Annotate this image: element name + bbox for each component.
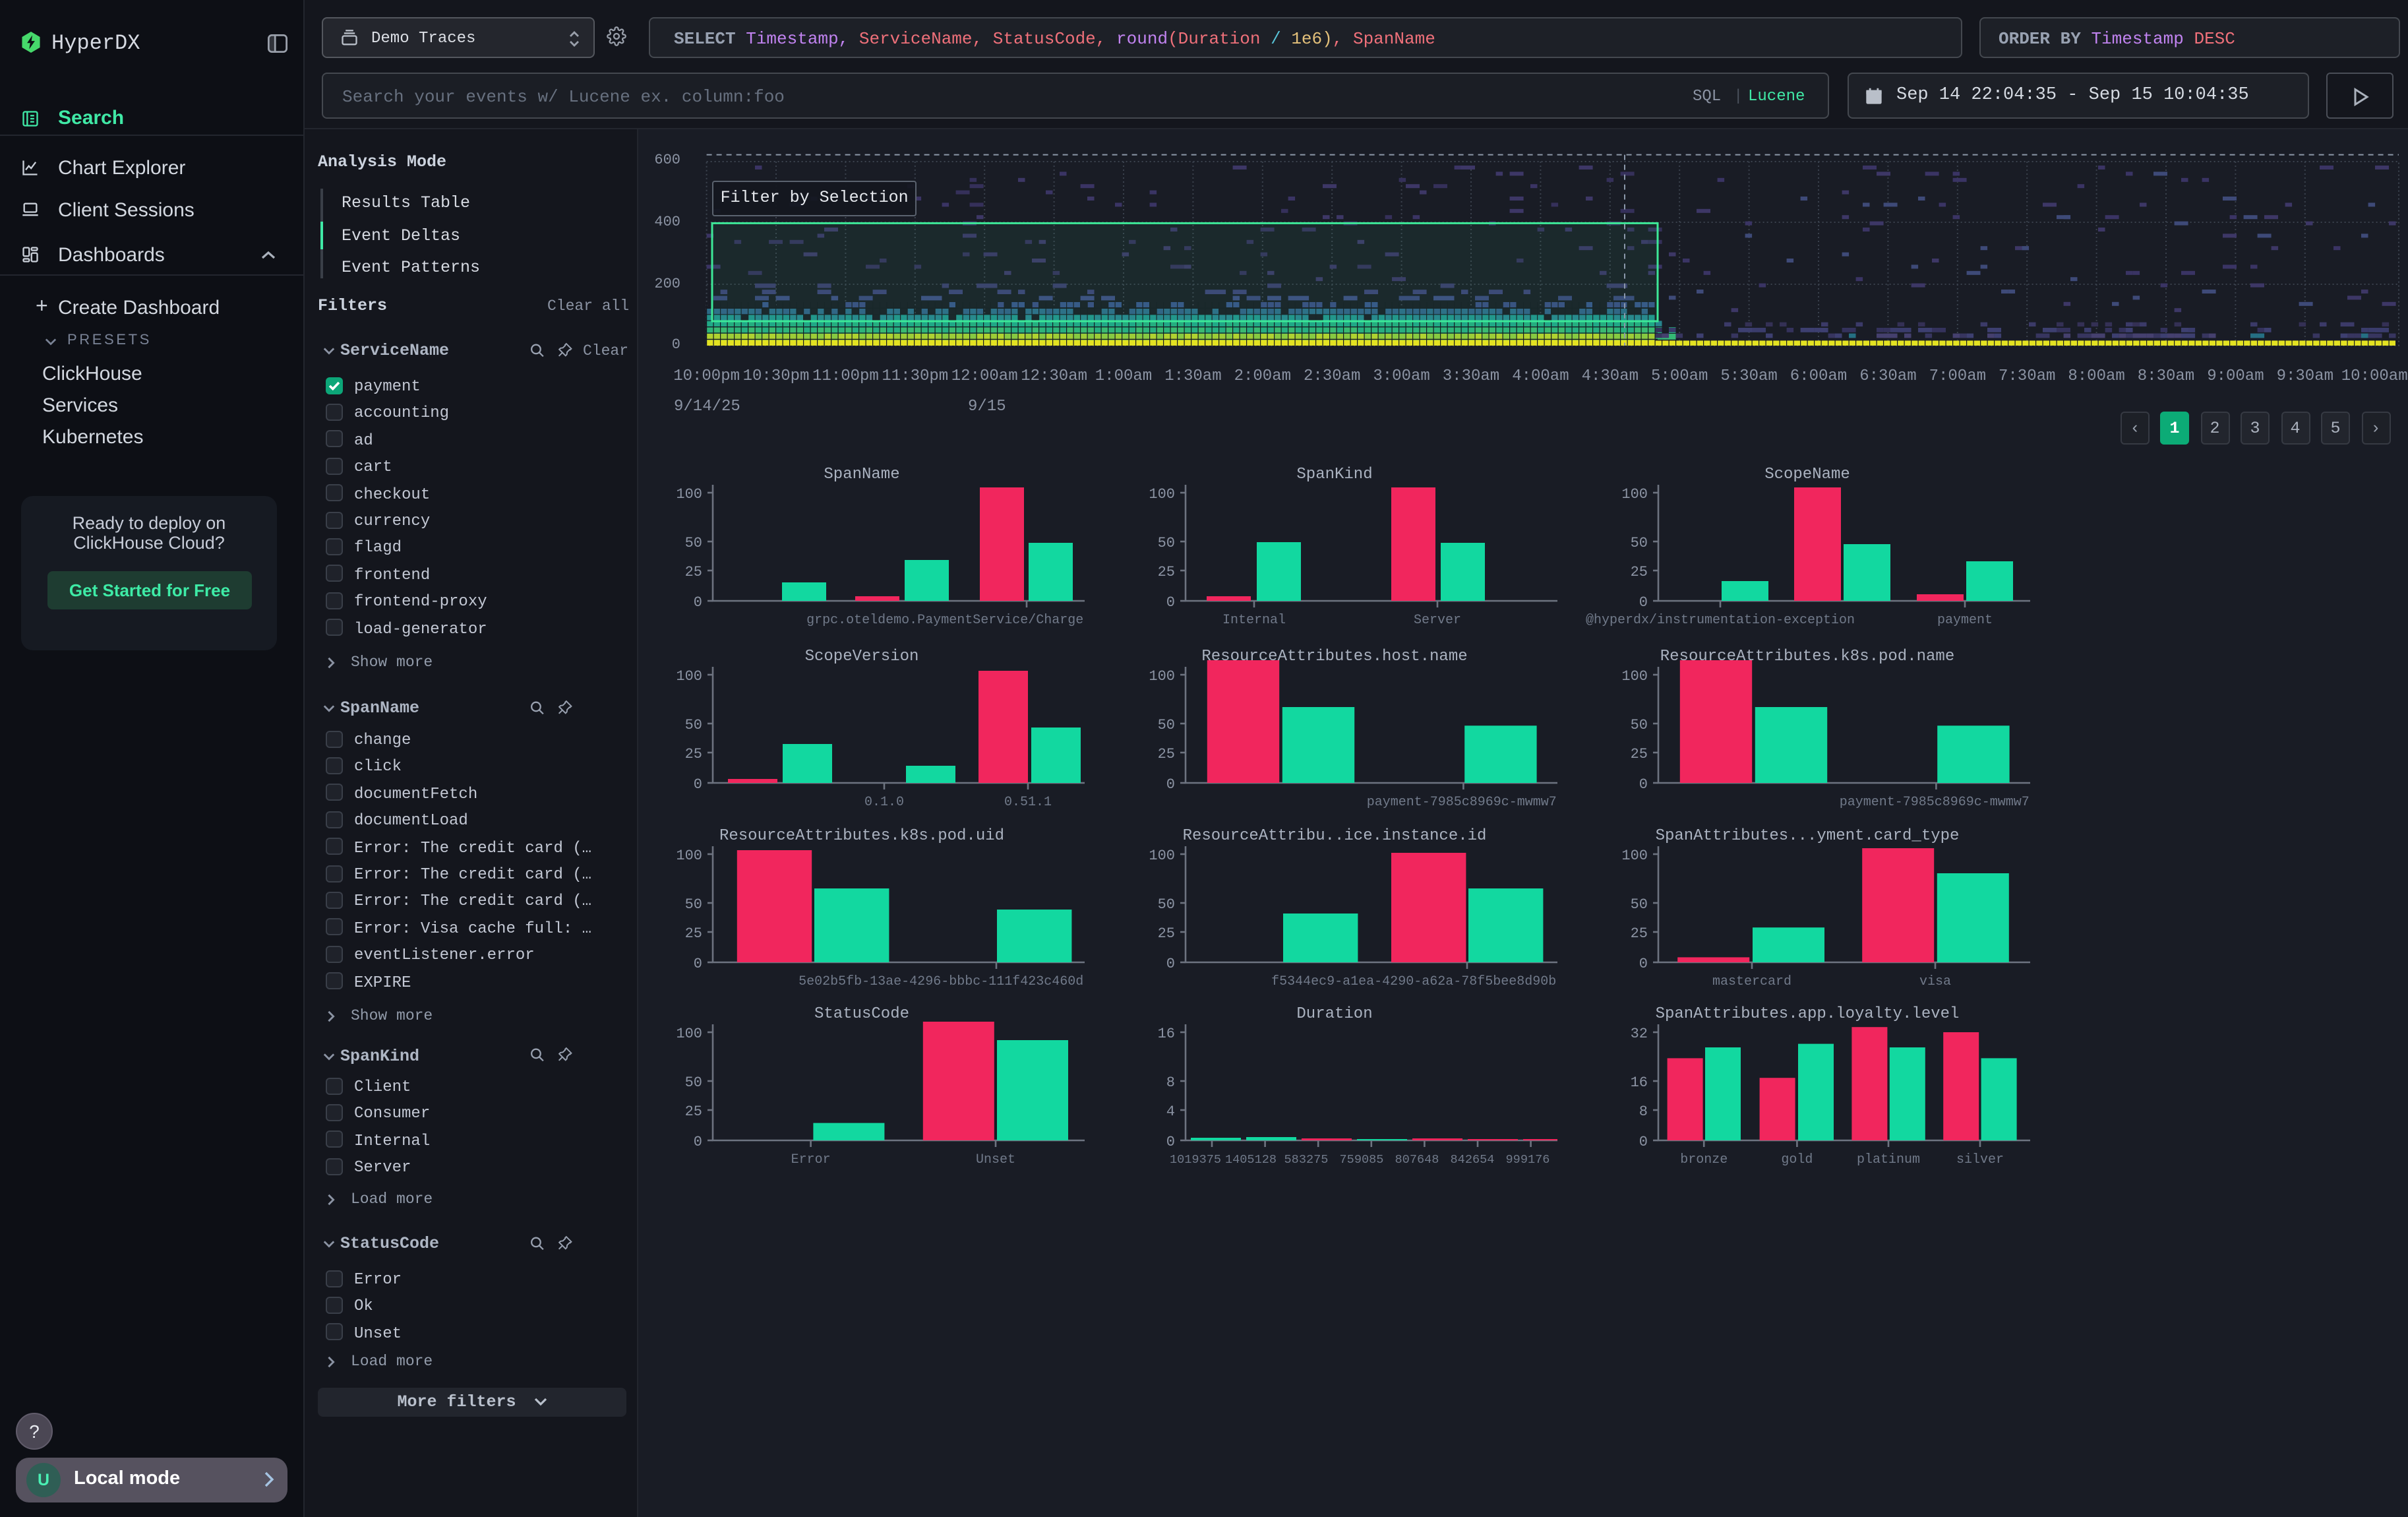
svg-text:100: 100 <box>1149 668 1175 685</box>
svg-text:100: 100 <box>1621 668 1648 685</box>
svg-text:StatusCode: StatusCode <box>814 1005 909 1023</box>
svg-text:50: 50 <box>685 535 702 551</box>
svg-text:ResourceAttributes.k8s.pod.uid: ResourceAttributes.k8s.pod.uid <box>719 827 1004 845</box>
svg-text:25: 25 <box>685 1103 702 1120</box>
svg-text:25: 25 <box>1631 564 1648 580</box>
svg-text:50: 50 <box>1631 535 1648 551</box>
svg-text:ScopeVersion: ScopeVersion <box>805 648 919 666</box>
svg-text:100: 100 <box>1149 848 1175 864</box>
svg-text:25: 25 <box>685 925 702 942</box>
svg-text:100: 100 <box>1149 486 1175 503</box>
svg-text:grpc.oteldemo.PaymentService/C: grpc.oteldemo.PaymentService/Charge <box>806 613 1083 628</box>
svg-text:999176: 999176 <box>1506 1153 1550 1167</box>
svg-text:50: 50 <box>685 717 702 733</box>
svg-text:8: 8 <box>1166 1074 1175 1091</box>
svg-text:25: 25 <box>1631 746 1648 762</box>
svg-text:25: 25 <box>1158 925 1175 942</box>
svg-text:ResourceAttribu..ice.instance.: ResourceAttribu..ice.instance.id <box>1183 827 1487 845</box>
svg-text:0: 0 <box>1639 594 1648 611</box>
svg-text:50: 50 <box>1631 896 1648 913</box>
svg-text:SpanName: SpanName <box>824 466 899 483</box>
svg-text:platinum: platinum <box>1857 1152 1920 1167</box>
svg-text:4: 4 <box>1166 1103 1175 1120</box>
svg-text:100: 100 <box>676 848 702 864</box>
svg-text:0: 0 <box>1166 1134 1175 1150</box>
svg-text:50: 50 <box>1158 535 1175 551</box>
svg-text:583275: 583275 <box>1284 1153 1329 1167</box>
svg-text:16: 16 <box>1158 1026 1175 1042</box>
svg-text:50: 50 <box>1158 896 1175 913</box>
svg-text:25: 25 <box>685 746 702 762</box>
svg-text:silver: silver <box>1956 1152 2004 1167</box>
svg-text:100: 100 <box>676 668 702 685</box>
svg-text:SpanKind: SpanKind <box>1296 466 1372 483</box>
svg-text:100: 100 <box>1621 486 1648 503</box>
svg-text:0: 0 <box>1639 956 1648 972</box>
svg-text:0.1.0: 0.1.0 <box>864 795 904 810</box>
svg-text:f5344ec9-a1ea-4290-a62a-78f5be: f5344ec9-a1ea-4290-a62a-78f5bee8d90b <box>1271 974 1556 989</box>
svg-text:842654: 842654 <box>1451 1153 1495 1167</box>
svg-text:25: 25 <box>1158 564 1175 580</box>
svg-text:50: 50 <box>1158 717 1175 733</box>
svg-text:100: 100 <box>676 1026 702 1042</box>
svg-text:SpanAttributes...yment.card_ty: SpanAttributes...yment.card_type <box>1656 827 1960 845</box>
svg-text:gold: gold <box>1781 1152 1813 1167</box>
svg-text:@hyperdx/instrumentation-excep: @hyperdx/instrumentation-exception <box>1586 613 1855 628</box>
svg-text:50: 50 <box>1631 717 1648 733</box>
svg-text:Duration: Duration <box>1296 1005 1372 1023</box>
svg-text:807648: 807648 <box>1395 1153 1439 1167</box>
svg-text:SpanAttributes.app.loyalty.lev: SpanAttributes.app.loyalty.level <box>1656 1005 1960 1023</box>
svg-text:0.51.1: 0.51.1 <box>1004 795 1052 810</box>
svg-text:payment-7985c8969c-mwmw7: payment-7985c8969c-mwmw7 <box>1367 795 1557 810</box>
svg-text:payment-7985c8969c-mwmw7: payment-7985c8969c-mwmw7 <box>1840 795 2030 810</box>
svg-text:0: 0 <box>1639 1134 1648 1150</box>
svg-text:Unset: Unset <box>976 1152 1015 1167</box>
svg-text:Internal: Internal <box>1222 613 1286 628</box>
svg-text:0: 0 <box>694 1134 702 1150</box>
svg-text:32: 32 <box>1631 1026 1648 1042</box>
svg-text:0: 0 <box>1639 776 1648 793</box>
svg-text:759085: 759085 <box>1340 1153 1384 1167</box>
svg-text:25: 25 <box>1158 746 1175 762</box>
svg-text:8: 8 <box>1639 1103 1648 1120</box>
svg-text:0: 0 <box>694 956 702 972</box>
svg-text:100: 100 <box>1621 848 1648 864</box>
svg-text:16: 16 <box>1631 1074 1648 1091</box>
svg-text:0: 0 <box>1166 594 1175 611</box>
svg-text:ScopeName: ScopeName <box>1764 466 1850 483</box>
svg-text:0: 0 <box>1166 776 1175 793</box>
svg-text:Error: Error <box>791 1152 831 1167</box>
svg-text:Server: Server <box>1414 613 1461 628</box>
svg-text:25: 25 <box>1631 925 1648 942</box>
svg-text:1405128: 1405128 <box>1225 1153 1277 1167</box>
svg-text:100: 100 <box>676 486 702 503</box>
svg-text:50: 50 <box>685 1074 702 1091</box>
svg-text:0: 0 <box>694 594 702 611</box>
svg-text:mastercard: mastercard <box>1712 974 1791 989</box>
svg-text:visa: visa <box>1919 974 1951 989</box>
svg-text:bronze: bronze <box>1680 1152 1728 1167</box>
svg-text:25: 25 <box>685 564 702 580</box>
svg-text:0: 0 <box>694 776 702 793</box>
svg-text:0: 0 <box>1166 956 1175 972</box>
svg-text:50: 50 <box>685 896 702 913</box>
svg-text:payment: payment <box>1937 613 1993 628</box>
svg-text:1019375: 1019375 <box>1170 1153 1221 1167</box>
svg-text:5e02b5fb-13ae-4296-bbbc-111f42: 5e02b5fb-13ae-4296-bbbc-111f423c460d <box>798 974 1083 989</box>
